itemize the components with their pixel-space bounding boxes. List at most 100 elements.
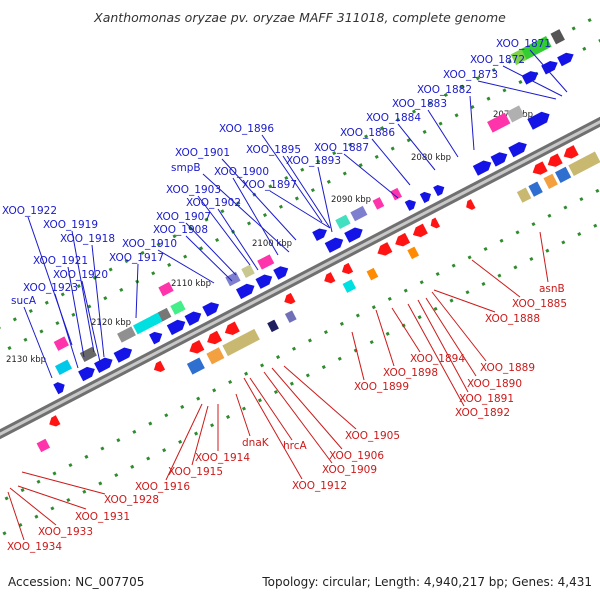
track-dot xyxy=(183,254,188,259)
gene-label[interactable]: XOO_1873 xyxy=(443,69,498,81)
gene-label[interactable]: XOO_1896 xyxy=(219,123,274,135)
gene-feature xyxy=(157,307,172,322)
gene-label[interactable]: XOO_1886 xyxy=(340,127,395,139)
leader-line xyxy=(7,491,25,541)
gene-label[interactable]: XOO_1888 xyxy=(485,313,540,325)
gene-label[interactable]: XOO_1884 xyxy=(366,112,421,124)
gene-label[interactable]: XOO_1912 xyxy=(292,480,347,492)
gene-feature xyxy=(312,228,327,242)
gene-feature xyxy=(153,360,166,372)
gene-label[interactable]: XOO_1931 xyxy=(75,511,130,523)
track-dot xyxy=(332,151,337,156)
leader-line xyxy=(283,365,357,430)
gene-feature xyxy=(255,274,273,289)
gene-label[interactable]: XOO_1910 xyxy=(122,238,177,250)
gene-label[interactable]: XOO_1907 xyxy=(156,211,211,223)
gene-label[interactable]: XOO_1895 xyxy=(246,144,301,156)
gene-label[interactable]: XOO_1919 xyxy=(43,219,98,231)
gene-label[interactable]: XOO_1920 xyxy=(53,269,108,281)
gene-label[interactable]: dnaK xyxy=(242,437,270,449)
gene-label[interactable]: XOO_1909 xyxy=(322,464,377,476)
track-dot xyxy=(387,296,392,301)
track-dot xyxy=(454,113,459,118)
gene-feature xyxy=(490,152,508,167)
gene-feature xyxy=(236,283,255,300)
gene-feature xyxy=(273,266,289,280)
gene-label[interactable]: smpB xyxy=(171,162,201,174)
gene-label[interactable]: XOO_1887 xyxy=(314,142,369,154)
gene-label[interactable]: XOO_1914 xyxy=(195,452,250,464)
track-dot xyxy=(156,242,161,247)
leader-line xyxy=(221,158,297,241)
leader-line xyxy=(185,235,233,282)
gene-feature xyxy=(568,151,600,177)
gene-label[interactable]: XOO_1891 xyxy=(459,393,514,405)
track-dot xyxy=(369,340,374,345)
kbp-label: 2120 kbp xyxy=(91,318,131,328)
gene-label[interactable]: XOO_1894 xyxy=(410,353,465,365)
gene-feature xyxy=(206,347,225,365)
gene-label[interactable]: XOO_1928 xyxy=(104,494,159,506)
gene-label[interactable]: XOO_1908 xyxy=(153,224,208,236)
gene-label[interactable]: XOO_1872 xyxy=(470,54,525,66)
gene-label[interactable]: XOO_1900 xyxy=(214,166,269,178)
track-dot xyxy=(103,296,108,301)
gene-label[interactable]: XOO_1901 xyxy=(175,147,230,159)
track-dot xyxy=(305,373,310,378)
track-dot xyxy=(172,234,177,239)
gene-label[interactable]: XOO_1892 xyxy=(455,407,510,419)
leader-line xyxy=(407,303,465,407)
gene-feature xyxy=(390,187,402,201)
track-dot xyxy=(241,406,247,411)
gene-label[interactable]: hrcA xyxy=(283,440,308,452)
label-leader-lines xyxy=(7,49,568,541)
leader-line xyxy=(217,208,259,271)
gene-label[interactable]: XOO_1906 xyxy=(329,450,384,462)
gene-feature xyxy=(521,71,539,85)
gene-label[interactable]: XOO_1893 xyxy=(286,155,341,167)
leader-line xyxy=(232,177,279,256)
track-dot xyxy=(284,176,289,181)
gene-feature xyxy=(324,237,344,253)
gene-label[interactable]: XOO_1898 xyxy=(383,367,438,379)
gene-label[interactable]: XOO_1934 xyxy=(7,541,62,553)
track-dot xyxy=(84,454,89,459)
gene-label[interactable]: XOO_1921 xyxy=(33,255,88,267)
leader-line xyxy=(243,377,303,480)
gene-label[interactable]: XOO_1923 xyxy=(23,282,78,294)
kbp-label: 2090 kbp xyxy=(331,195,371,205)
gene-label[interactable]: XOO_1882 xyxy=(417,84,472,96)
gene-label[interactable]: XOO_1902 xyxy=(186,197,241,209)
track-dot xyxy=(114,473,119,478)
gene-label[interactable]: XOO_1903 xyxy=(166,184,221,196)
gene-label[interactable]: XOO_1871 xyxy=(496,38,551,50)
track-dot xyxy=(116,438,121,443)
track-dot xyxy=(355,313,360,318)
gene-label[interactable]: XOO_1905 xyxy=(345,430,400,442)
gene-feature xyxy=(377,242,393,256)
gene-label[interactable]: XOO_1883 xyxy=(392,98,447,110)
track-dot xyxy=(268,184,273,189)
gene-label[interactable]: XOO_1916 xyxy=(135,481,190,493)
gene-label[interactable]: XOO_1915 xyxy=(168,466,223,478)
track-dot xyxy=(194,431,199,436)
track-dot xyxy=(228,379,233,385)
gene-label[interactable]: asnB xyxy=(539,283,565,295)
gene-label[interactable]: XOO_1897 xyxy=(242,179,297,191)
track-dot xyxy=(44,300,49,305)
gene-label[interactable]: XOO_1899 xyxy=(354,381,409,393)
gene-label[interactable]: XOO_1885 xyxy=(512,298,567,310)
track-dot xyxy=(212,388,217,393)
gene-feature xyxy=(532,161,548,175)
gene-label[interactable]: XOO_1933 xyxy=(38,526,93,538)
track-dot xyxy=(262,213,268,218)
gene-label[interactable]: XOO_1917 xyxy=(109,252,164,264)
track-dot xyxy=(164,413,169,418)
gene-label[interactable]: XOO_1889 xyxy=(480,362,535,374)
track-dot xyxy=(419,280,424,285)
gene-label[interactable]: XOO_1918 xyxy=(60,233,115,245)
gene-label[interactable]: XOO_1890 xyxy=(467,378,522,390)
gene-label[interactable]: XOO_1922 xyxy=(2,205,57,217)
gene-label[interactable]: sucA xyxy=(11,295,37,307)
